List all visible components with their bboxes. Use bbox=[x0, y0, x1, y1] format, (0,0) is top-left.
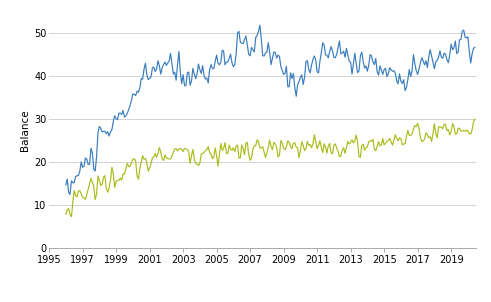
Saving possibilities next 12 months bbox=[63, 183, 69, 187]
Saving possibilities next 12 months bbox=[412, 62, 418, 66]
Financial situation now bbox=[191, 157, 197, 161]
Saving possibilities next 12 months bbox=[67, 193, 73, 196]
Financial situation now bbox=[376, 140, 382, 143]
Saving possibilities next 12 months bbox=[472, 46, 478, 49]
Saving possibilities next 12 months bbox=[207, 68, 213, 71]
Financial situation now bbox=[410, 127, 416, 131]
Saving possibilities next 12 months bbox=[191, 72, 197, 76]
Line: Saving possibilities next 12 months: Saving possibilities next 12 months bbox=[66, 25, 475, 194]
Financial situation now bbox=[89, 181, 95, 184]
Saving possibilities next 12 months bbox=[130, 92, 136, 96]
Line: Financial situation now: Financial situation now bbox=[66, 119, 475, 217]
Y-axis label: Balance: Balance bbox=[20, 109, 30, 151]
Saving possibilities next 12 months bbox=[89, 151, 95, 155]
Financial situation now bbox=[63, 212, 69, 216]
Financial situation now bbox=[68, 215, 74, 218]
Saving possibilities next 12 months bbox=[257, 24, 263, 27]
Financial situation now bbox=[130, 158, 136, 161]
Saving possibilities next 12 months bbox=[377, 64, 383, 68]
Financial situation now bbox=[472, 117, 478, 121]
Financial situation now bbox=[207, 151, 213, 154]
